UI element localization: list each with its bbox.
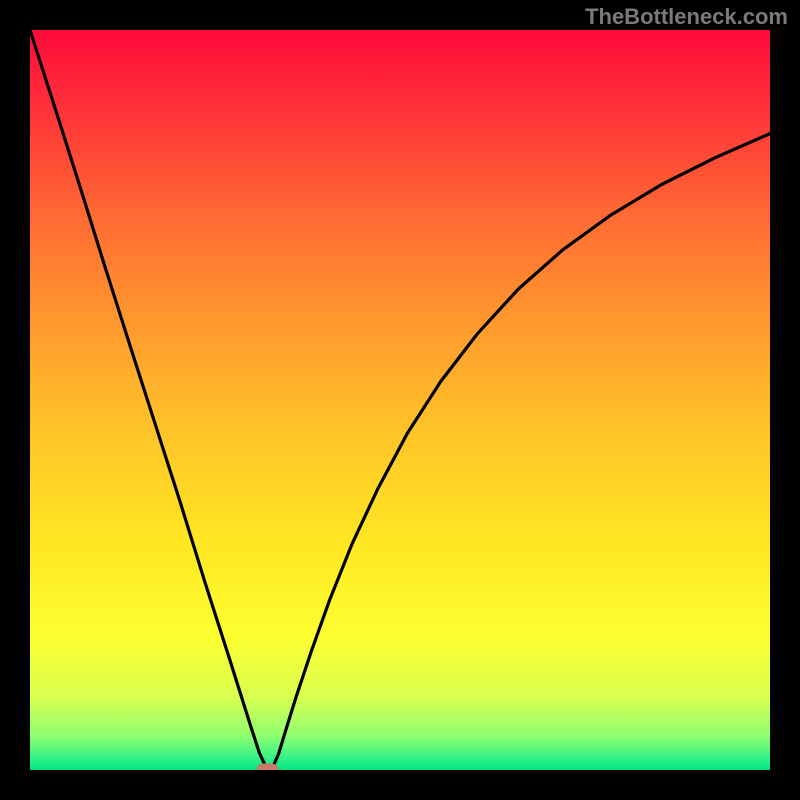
chart-svg	[0, 0, 800, 800]
branding-link[interactable]: TheBottleneck.com	[585, 4, 788, 30]
branding-text: TheBottleneck.com	[585, 4, 788, 29]
chart-container: TheBottleneck.com	[0, 0, 800, 800]
plot-area-gradient-background	[30, 30, 770, 770]
